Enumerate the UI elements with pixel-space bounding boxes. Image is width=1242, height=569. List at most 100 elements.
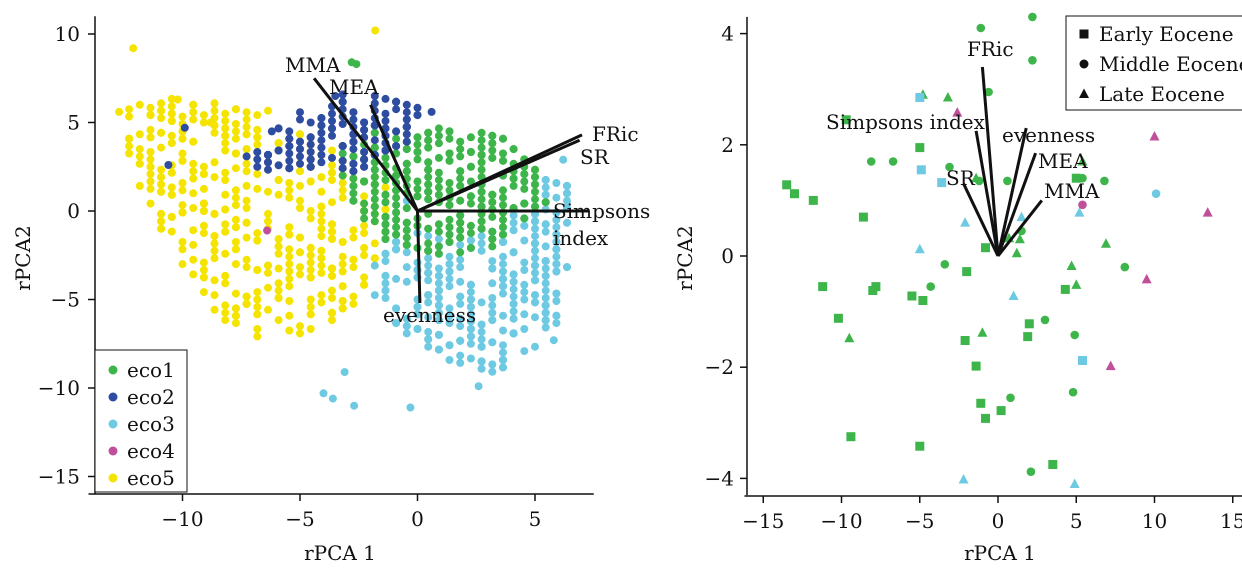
data-point-eco3 — [531, 313, 539, 322]
data-point-eco5 — [157, 165, 166, 174]
data-point-eco3 — [424, 291, 433, 300]
data-point-eco5 — [135, 100, 144, 109]
data-point-eco5 — [221, 109, 230, 118]
data-point-eco1 — [477, 143, 486, 152]
data-point-eco5 — [189, 159, 198, 168]
data-point-eco3 — [466, 288, 475, 297]
data-point-eco5 — [231, 311, 240, 320]
data-point-eco5 — [274, 235, 283, 243]
loading-arrow — [312, 77, 419, 212]
data-point-eco1 — [456, 233, 465, 242]
data-point-eco5 — [210, 232, 219, 241]
data-point-eco1 — [445, 230, 454, 239]
data-point-late-eocene — [1077, 156, 1088, 166]
loading-arrows-right — [962, 66, 1043, 257]
data-point-eco1 — [349, 152, 358, 161]
data-point-eco5 — [328, 294, 336, 302]
data-point-eco3 — [340, 368, 349, 377]
data-point-middle-eocene — [945, 162, 954, 172]
data-point-eco2 — [349, 137, 358, 146]
data-point-eco3 — [434, 264, 443, 273]
data-point-early-eocene — [971, 361, 981, 371]
data-point-eco1 — [509, 174, 518, 183]
axes-right: −15 −10 −5 0 5 10 15 −4 −2 0 2 4 — [705, 16, 1242, 533]
data-point-late-eocene — [1141, 273, 1152, 284]
data-point-eco1 — [531, 187, 539, 196]
data-point-eco1 — [392, 134, 401, 143]
data-point-eco3 — [488, 294, 497, 302]
data-point-eco3 — [402, 263, 411, 272]
data-point-eco3 — [499, 252, 507, 261]
data-point-eco1 — [434, 124, 443, 133]
data-point-early-eocene — [907, 291, 917, 301]
data-point-eco5 — [199, 170, 208, 179]
data-point-eco3 — [477, 232, 486, 241]
data-point-eco5 — [296, 167, 304, 176]
data-point-eco1 — [381, 198, 390, 207]
data-point-eco3 — [466, 295, 475, 304]
data-point-eco5 — [274, 249, 283, 258]
data-point-eco1 — [434, 242, 443, 251]
data-point-eco3 — [541, 242, 550, 251]
data-point-eco5 — [135, 145, 144, 154]
data-point-eco1 — [413, 133, 422, 142]
label-mea: MEA — [329, 75, 379, 99]
data-point-eco1 — [488, 198, 497, 207]
data-point-eco3 — [350, 401, 359, 410]
data-point-eco5 — [199, 221, 208, 230]
data-point-eco5 — [296, 181, 304, 190]
data-point-eco3 — [413, 310, 422, 319]
data-point-eco5 — [296, 263, 304, 272]
data-point-eco3 — [488, 338, 497, 347]
loading-labels-right: FRic Simpsons index evenness MEA SR MMA — [826, 37, 1100, 203]
data-point-eco2 — [317, 150, 326, 159]
legend-marker-triangle — [1079, 88, 1089, 98]
data-point-eco2 — [285, 134, 294, 143]
data-point-eco2 — [267, 127, 276, 136]
data-point-eco5 — [328, 271, 336, 280]
loading-arrow — [996, 199, 1043, 257]
data-point-eco1 — [370, 165, 379, 174]
data-point-eco5 — [178, 149, 187, 158]
y-tick-label: 0 — [67, 199, 80, 223]
data-point-eco3 — [541, 183, 550, 192]
data-point-eco3 — [406, 403, 415, 412]
data-point-eco1 — [413, 148, 422, 156]
data-point-eco3 — [499, 341, 507, 350]
data-point-eco5 — [231, 319, 240, 328]
data-point-eco5 — [178, 201, 187, 210]
data-point-eco3 — [466, 354, 475, 363]
data-point-eco2 — [402, 100, 411, 109]
data-point-eco5 — [189, 174, 198, 183]
data-point-eco5 — [253, 325, 262, 333]
data-point-eco3 — [552, 193, 561, 202]
y-tick-label: 2 — [721, 133, 734, 157]
data-point-eco2 — [317, 121, 326, 130]
data-point-eco1 — [381, 227, 390, 236]
data-point-eco1 — [477, 202, 486, 211]
data-point-eco2 — [253, 162, 262, 171]
data-point-eco3 — [445, 267, 454, 276]
data-point-eco2 — [402, 108, 411, 117]
data-point-eco5 — [178, 179, 187, 187]
label-fric: FRic — [967, 37, 1014, 61]
data-point-eco5 — [306, 325, 315, 333]
y-tick-label: −15 — [38, 465, 80, 489]
data-point-eco1 — [434, 227, 443, 236]
data-point-eco5 — [231, 193, 240, 202]
data-point-eco3 — [434, 294, 443, 302]
data-point-eco5 — [274, 139, 283, 148]
data-point-eco1 — [434, 249, 443, 258]
data-point-eco2 — [338, 97, 347, 106]
data-point-eco5 — [264, 217, 272, 226]
data-point-eco5 — [157, 217, 166, 226]
data-point-eco5 — [285, 179, 294, 187]
data-point-eco2 — [338, 90, 347, 99]
label-mma: MMA — [1044, 179, 1100, 203]
data-point-eco1 — [381, 176, 390, 184]
data-point-eco3 — [424, 268, 433, 277]
y-tick-label: 4 — [721, 22, 734, 46]
data-point-eco3 — [541, 220, 550, 229]
data-point-eco3 — [563, 196, 571, 205]
data-point-late-eocene — [1071, 279, 1082, 289]
